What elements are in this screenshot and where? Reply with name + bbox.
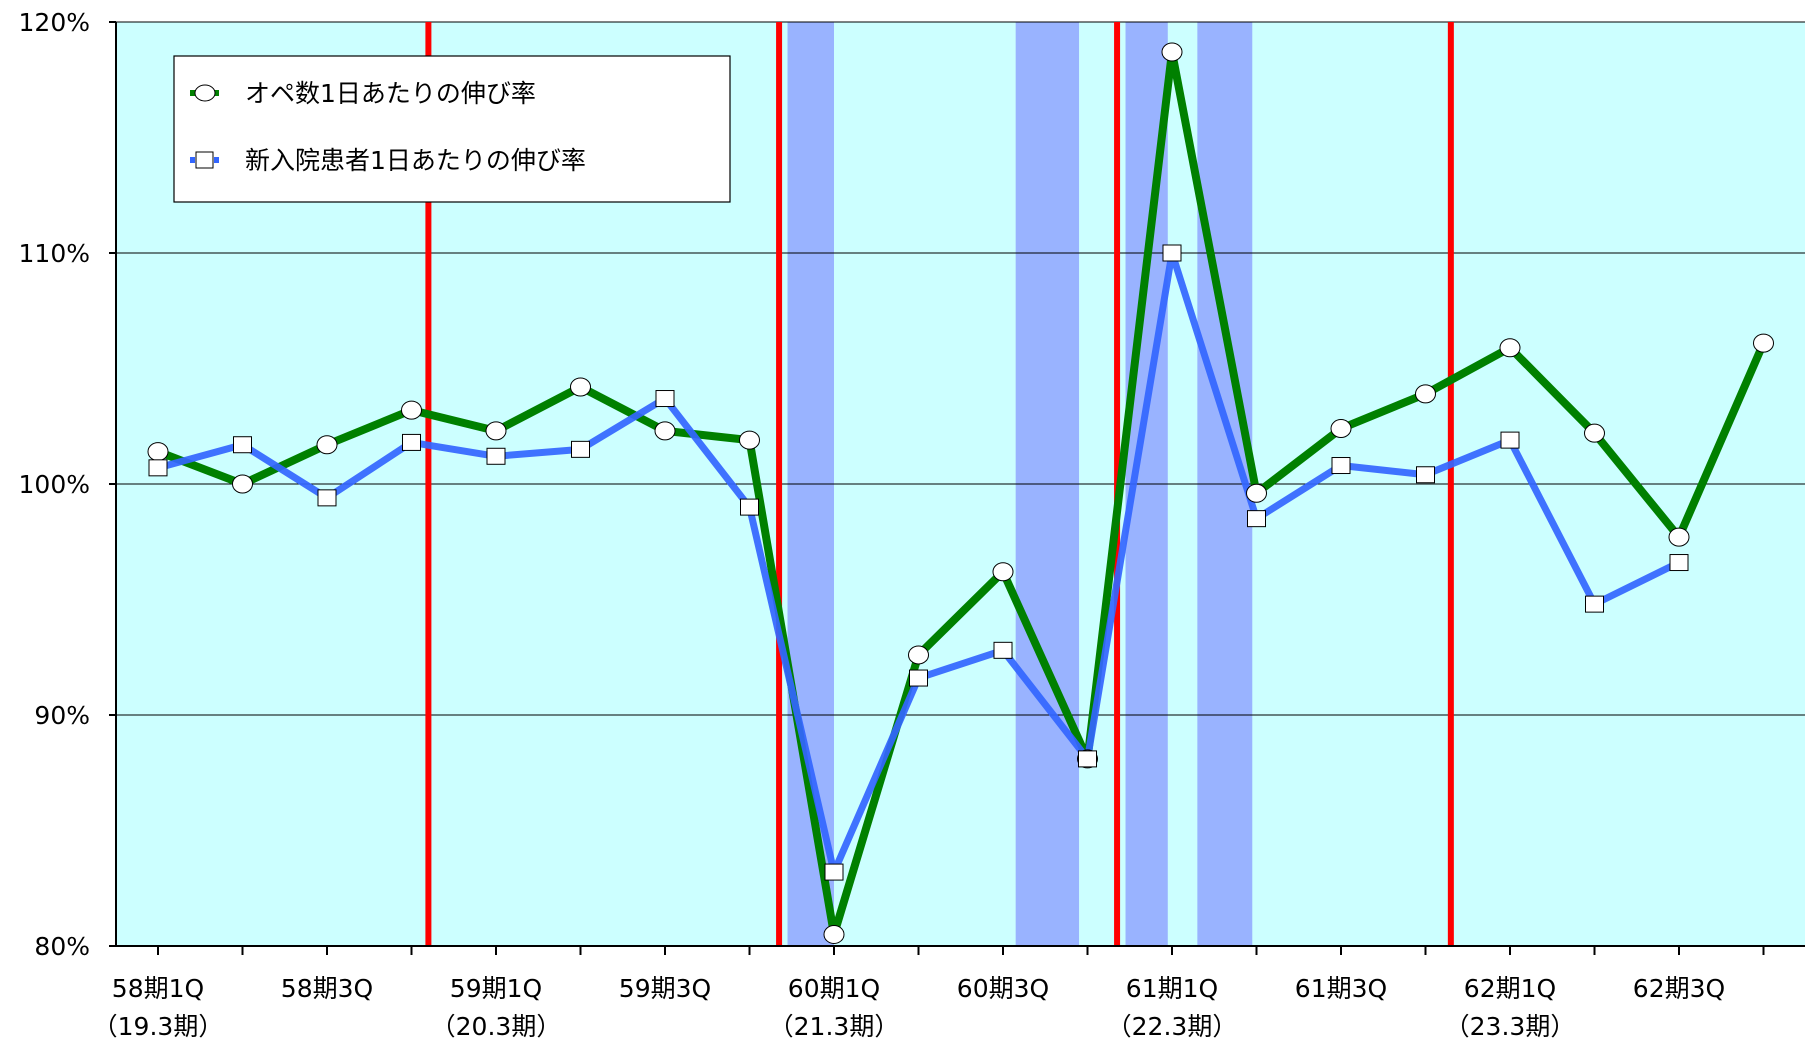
x-tick-label-0-1: （19.3期） bbox=[93, 1012, 224, 1041]
data-point-0-12 bbox=[1161, 42, 1183, 62]
data-point-0-4 bbox=[485, 421, 507, 441]
data-point-1-6 bbox=[655, 390, 675, 408]
legend-box bbox=[173, 55, 731, 203]
x-tick-label-8-1: （23.3期） bbox=[1445, 1012, 1576, 1041]
x-tick-label-2-0: 59期1Q bbox=[450, 974, 542, 1003]
data-point-0-8 bbox=[823, 924, 845, 944]
data-point-1-1 bbox=[233, 436, 252, 454]
data-point-0-17 bbox=[1584, 423, 1605, 443]
y-tick-label-3: 110% bbox=[19, 239, 90, 268]
data-point-1-18 bbox=[1669, 554, 1689, 572]
y-tick-label-4: 120% bbox=[19, 8, 90, 37]
data-point-0-2 bbox=[316, 435, 338, 455]
data-point-1-9 bbox=[909, 669, 928, 687]
data-point-0-18 bbox=[1668, 527, 1690, 547]
legend-marker-admission bbox=[195, 151, 214, 169]
x-tick-labels: 58期1Q （19.3期） 58期3Q 59期1Q （20.3期） 59期3Q 60期1Q （… bbox=[93, 974, 1726, 1041]
data-point-0-16 bbox=[1499, 338, 1521, 358]
y-tick-label-1: 90% bbox=[34, 701, 90, 730]
axes bbox=[109, 21, 1805, 955]
data-point-1-5 bbox=[571, 440, 590, 458]
x-tick-label-1-0: 58期3Q bbox=[281, 974, 373, 1003]
data-point-1-0 bbox=[148, 459, 168, 477]
data-point-1-14 bbox=[1331, 457, 1351, 475]
x-tick-label-5-0: 60期3Q bbox=[957, 974, 1049, 1003]
data-point-1-16 bbox=[1500, 431, 1520, 449]
data-point-1-12 bbox=[1162, 244, 1182, 262]
data-point-1-7 bbox=[740, 498, 759, 516]
series-lines bbox=[147, 42, 1774, 944]
gridlines bbox=[116, 21, 1805, 716]
data-point-1-8 bbox=[824, 863, 844, 881]
data-point-1-13 bbox=[1247, 510, 1266, 528]
data-point-0-1 bbox=[232, 474, 253, 494]
data-point-1-10 bbox=[993, 641, 1013, 659]
data-point-1-11 bbox=[1078, 750, 1097, 768]
data-point-1-3 bbox=[402, 433, 421, 451]
x-tick-label-4-0: 60期1Q bbox=[788, 974, 880, 1003]
data-point-0-0 bbox=[147, 442, 169, 462]
data-point-1-2 bbox=[317, 489, 337, 507]
data-point-0-9 bbox=[908, 645, 929, 665]
data-point-0-15 bbox=[1415, 384, 1436, 404]
data-point-0-14 bbox=[1330, 419, 1352, 439]
data-point-1-17 bbox=[1585, 595, 1604, 613]
y-tick-labels: 80% 90% 100% 110% 120% bbox=[19, 8, 90, 961]
series-line-0 bbox=[156, 48, 1768, 939]
data-point-0-7 bbox=[739, 430, 760, 450]
legend-marker-ope bbox=[194, 84, 216, 102]
x-tick-label-8-0: 62期1Q bbox=[1464, 974, 1556, 1003]
data-point-0-19 bbox=[1753, 333, 1774, 353]
data-point-0-3 bbox=[401, 400, 422, 420]
data-point-0-6 bbox=[654, 421, 676, 441]
legend-label-admission: 新入院患者1日あたりの伸び率 bbox=[245, 146, 586, 175]
x-tick-label-0-0: 58期1Q bbox=[112, 974, 204, 1003]
data-point-0-10 bbox=[992, 562, 1014, 582]
y-tick-label-2: 100% bbox=[19, 470, 90, 499]
y-tick-label-0: 80% bbox=[34, 932, 90, 961]
legend-label-ope: オペ数1日あたりの伸び率 bbox=[245, 79, 536, 108]
x-tick-label-6-0: 61期1Q bbox=[1126, 974, 1218, 1003]
x-tick-label-7-0: 61期3Q bbox=[1295, 974, 1387, 1003]
x-tick-label-6-1: （22.3期） bbox=[1107, 1012, 1238, 1041]
x-tick-label-9-0: 62期3Q bbox=[1633, 974, 1725, 1003]
data-point-0-5 bbox=[570, 377, 591, 397]
legend: オペ数1日あたりの伸び率 新入院患者1日あたりの伸び率 bbox=[173, 55, 731, 203]
x-tick-label-2-1: （20.3期） bbox=[431, 1012, 562, 1041]
data-point-0-13 bbox=[1246, 483, 1267, 503]
data-point-1-15 bbox=[1416, 466, 1435, 484]
x-tick-label-3-0: 59期3Q bbox=[619, 974, 711, 1003]
data-point-1-4 bbox=[486, 447, 506, 465]
x-tick-label-4-1: （21.3期） bbox=[769, 1012, 900, 1041]
